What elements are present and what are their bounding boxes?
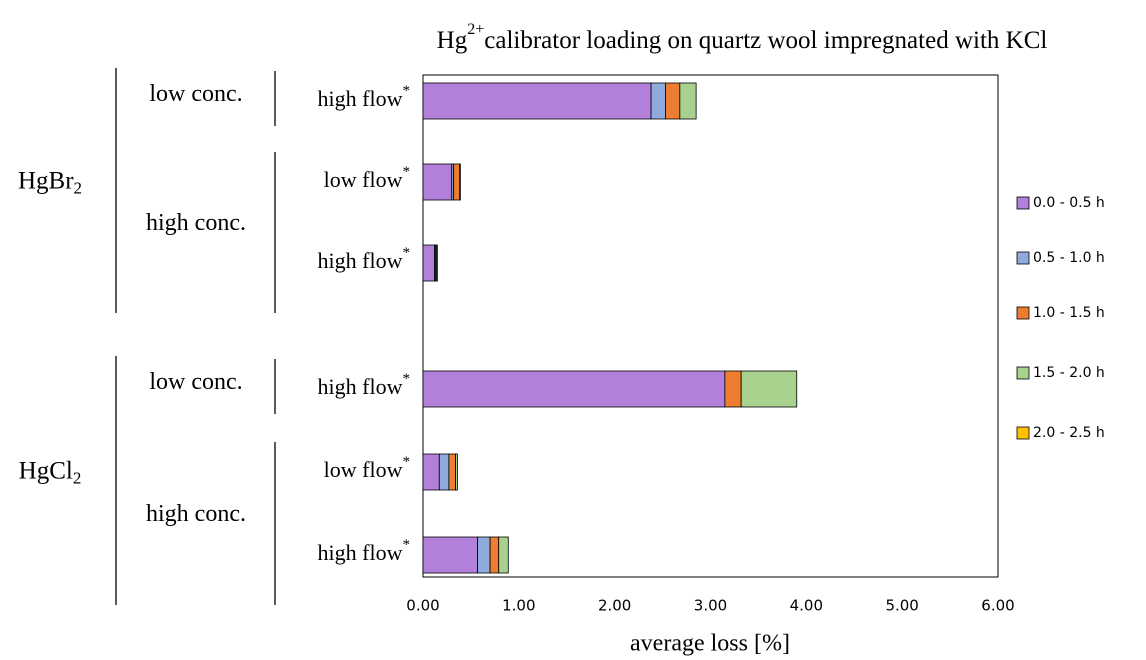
bar-segment bbox=[422, 244, 435, 282]
legend-label: 1.0 - 1.5 h bbox=[1033, 305, 1105, 321]
category-marker: * bbox=[403, 454, 411, 470]
bar-segment bbox=[459, 163, 461, 201]
category-marker: * bbox=[403, 83, 411, 99]
bar-segment bbox=[438, 453, 450, 491]
bar-segment bbox=[740, 370, 798, 408]
category-marker: * bbox=[403, 371, 411, 387]
group-label: HgCl2 bbox=[19, 457, 82, 487]
category-label: low flow* bbox=[324, 164, 410, 192]
legend-label: 0.0 - 0.5 h bbox=[1033, 195, 1105, 211]
bar-segment bbox=[453, 163, 460, 201]
subgroup-label: high conc. bbox=[146, 210, 246, 236]
x-tick-label: 0.00 bbox=[406, 597, 439, 615]
bar-segment bbox=[489, 536, 500, 574]
bar-segment bbox=[665, 82, 681, 120]
subgroup-label: low conc. bbox=[149, 369, 242, 395]
category-name: high flow bbox=[318, 540, 403, 565]
x-tick-label: 3.00 bbox=[694, 597, 727, 615]
x-tick-label: 2.00 bbox=[598, 597, 631, 615]
x-tick-label: 4.00 bbox=[790, 597, 823, 615]
legend-swatch bbox=[1016, 366, 1030, 380]
bar-segment bbox=[477, 536, 491, 574]
category-name: high flow bbox=[318, 248, 403, 273]
group-base: HgBr bbox=[18, 167, 74, 194]
group-sub: 2 bbox=[73, 468, 82, 487]
legend-swatch bbox=[1016, 426, 1030, 440]
legend-swatch bbox=[1016, 306, 1030, 320]
category-label: high flow* bbox=[318, 371, 410, 399]
x-tick-label: 5.00 bbox=[885, 597, 918, 615]
bar-segment bbox=[436, 244, 438, 282]
bar-segment bbox=[498, 536, 509, 574]
bar-segment bbox=[422, 82, 652, 120]
bar-segment bbox=[679, 82, 697, 120]
bar-segment bbox=[422, 536, 479, 574]
category-marker: * bbox=[403, 164, 411, 180]
bar-segment bbox=[448, 453, 456, 491]
legend-swatch bbox=[1016, 196, 1030, 210]
title-sup: 2+ bbox=[467, 21, 484, 38]
category-marker: * bbox=[403, 245, 411, 261]
category-label: high flow* bbox=[318, 83, 410, 111]
group-sub: 2 bbox=[74, 178, 83, 197]
chart-title: Hg2+calibrator loading on quartz wool im… bbox=[437, 21, 1048, 54]
category-name: high flow bbox=[318, 86, 403, 111]
title-rest: calibrator loading on quartz wool impreg… bbox=[484, 27, 1047, 54]
legend-label: 1.5 - 2.0 h bbox=[1033, 365, 1105, 381]
group-label: HgBr2 bbox=[18, 167, 82, 197]
category-label: high flow* bbox=[318, 245, 410, 273]
x-tick-label: 1.00 bbox=[502, 597, 535, 615]
group-base: HgCl bbox=[19, 457, 73, 484]
category-label: high flow* bbox=[318, 537, 410, 565]
bar-segment bbox=[455, 453, 458, 491]
legend-label: 0.5 - 1.0 h bbox=[1033, 250, 1105, 266]
legend-swatch bbox=[1016, 251, 1030, 265]
x-tick-label: 6.00 bbox=[981, 597, 1014, 615]
x-axis-label: average loss [%] bbox=[630, 631, 790, 657]
bar-segment bbox=[724, 370, 742, 408]
category-name: low flow bbox=[324, 167, 403, 192]
subgroup-label: high conc. bbox=[146, 501, 246, 527]
title-base: Hg bbox=[437, 27, 468, 54]
category-name: high flow bbox=[318, 374, 403, 399]
plot-frame bbox=[422, 74, 999, 578]
legend-label: 2.0 - 2.5 h bbox=[1033, 425, 1105, 441]
category-label: low flow* bbox=[324, 454, 410, 482]
category-name: low flow bbox=[324, 457, 403, 482]
bar-segment bbox=[422, 370, 726, 408]
bar-segment bbox=[650, 82, 666, 120]
category-marker: * bbox=[403, 537, 411, 553]
bar-segment bbox=[422, 453, 440, 491]
bar-segment bbox=[422, 163, 453, 201]
subgroup-label: low conc. bbox=[149, 81, 242, 107]
